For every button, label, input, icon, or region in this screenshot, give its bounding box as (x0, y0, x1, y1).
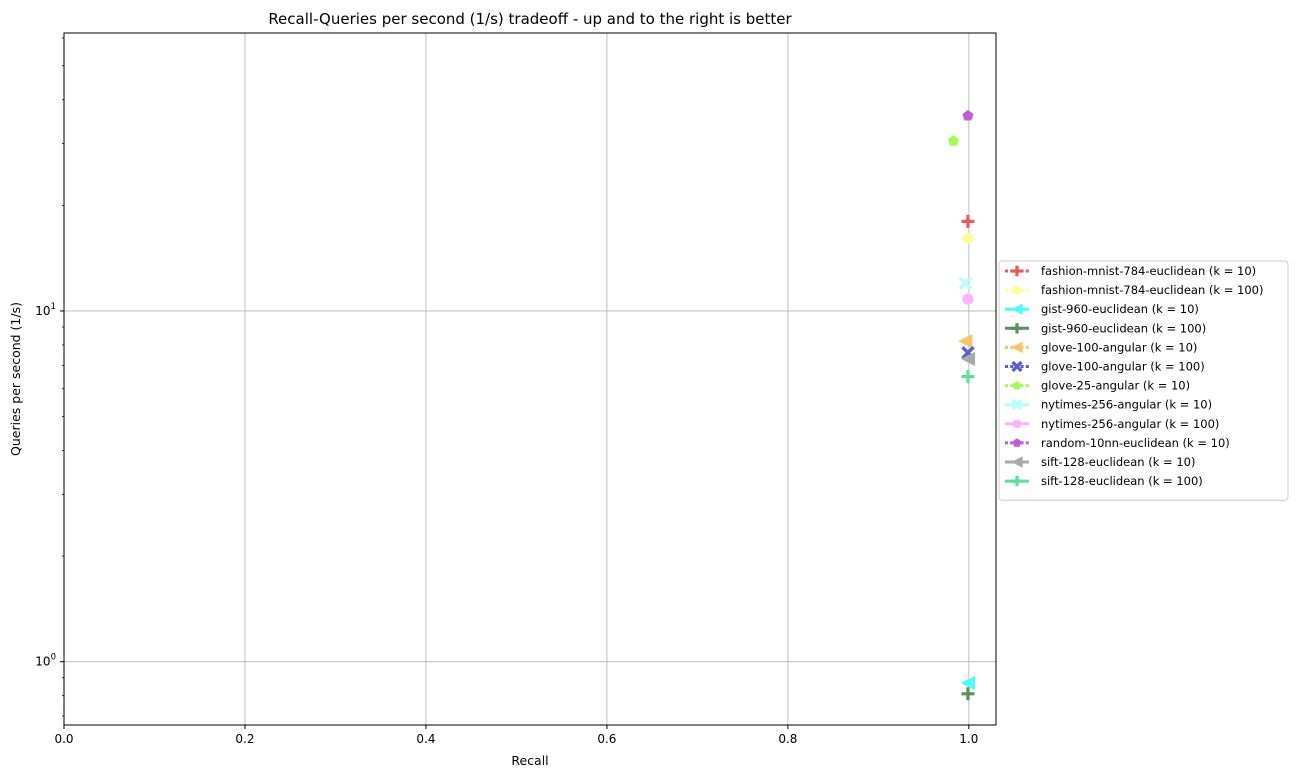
legend-frame (998, 260, 1289, 501)
legend-marker (1011, 303, 1023, 315)
legend-marker (1011, 456, 1023, 468)
plot-area-frame (63, 32, 997, 726)
legend-entry: fashion-mnist-784-euclidean (k = 10) (1005, 264, 1256, 278)
axis-ticks: 0.0 0.2 0.4 0.6 0.8 1.0 100 101 (35, 37, 978, 746)
legend-entry: nytimes-256-angular (k = 10) (1005, 398, 1212, 412)
data-marks (947, 110, 976, 701)
series-gist-960-euclidean-k-10 (960, 675, 976, 691)
data-point (960, 351, 976, 367)
legend-entry: nytimes-256-angular (k = 100) (1005, 417, 1219, 431)
series-glove-25-angular-k-10 (947, 135, 959, 146)
legend-entry: glove-100-angular (k = 10) (1005, 340, 1197, 354)
legend-label: gist-960-euclidean (k = 10) (1041, 302, 1199, 316)
legend-marker (1011, 341, 1023, 354)
legend-label: sift-128-euclidean (k = 10) (1041, 455, 1195, 469)
y-axis-label: Queries per second (1/s) (8, 302, 23, 456)
legend-marker (1011, 323, 1023, 334)
y-tick-label: 100 (35, 653, 56, 669)
x-tick-label: 0.6 (597, 732, 616, 746)
series-gist-960-euclidean-k-100 (961, 687, 975, 701)
legend-label: fashion-mnist-784-euclidean (k = 100) (1041, 283, 1263, 297)
legend-entry: gist-960-euclidean (k = 100) (1005, 321, 1206, 335)
series-sift-128-euclidean-k-10 (960, 351, 976, 367)
legend-entry: fashion-mnist-784-euclidean (k = 100) (1005, 283, 1263, 297)
legend-entry: sift-128-euclidean (k = 10) (1005, 455, 1195, 469)
x-axis-label: Recall (511, 753, 548, 768)
x-tick-label: 0.8 (778, 732, 797, 746)
series-fashion-mnist-784-euclidean-k-10 (961, 214, 975, 228)
legend-label: nytimes-256-angular (k = 100) (1041, 417, 1219, 431)
legend-label: gist-960-euclidean (k = 100) (1041, 321, 1206, 335)
legend-marker (1012, 438, 1022, 447)
data-point (962, 110, 974, 121)
x-tick-label: 0.4 (416, 732, 435, 746)
data-point (961, 214, 975, 228)
legend-label: sift-128-euclidean (k = 100) (1041, 474, 1203, 488)
legend-marker (1012, 285, 1022, 295)
legend-entry: glove-100-angular (k = 100) (1005, 360, 1205, 374)
legend-entry: sift-128-euclidean (k = 100) (1005, 474, 1203, 488)
series-fashion-mnist-784-euclidean-k-100 (962, 232, 974, 244)
chart-title: Recall-Queries per second (1/s) tradeoff… (268, 10, 792, 28)
x-tick-label: 0.2 (235, 732, 254, 746)
x-tick-label: 0.0 (54, 732, 73, 746)
legend-marker (1012, 380, 1022, 390)
legend-label: glove-25-angular (k = 10) (1041, 379, 1190, 393)
legend-label: random-10nn-euclidean (k = 10) (1041, 436, 1230, 450)
legend-label: glove-100-angular (k = 100) (1041, 360, 1205, 374)
legend-entry: random-10nn-euclidean (k = 10) (1005, 436, 1230, 450)
legend-label: fashion-mnist-784-euclidean (k = 10) (1041, 264, 1256, 278)
legend-marker (1011, 399, 1023, 411)
legend: fashion-mnist-784-euclidean (k = 10) fash… (998, 260, 1289, 501)
data-point (960, 675, 976, 691)
data-point (962, 293, 974, 305)
series-glove-100-angular-k-10 (958, 334, 973, 349)
legend-entry: glove-25-angular (k = 10) (1005, 379, 1190, 393)
series-random-10nn-euclidean-k-10 (962, 110, 974, 121)
legend-label: glove-100-angular (k = 10) (1041, 340, 1197, 354)
data-point (962, 232, 974, 244)
series-nytimes-256-angular-k-100 (962, 293, 974, 305)
data-point (958, 334, 973, 349)
series-sift-128-euclidean-k-100 (961, 370, 975, 384)
series-nytimes-256-angular-k-10 (958, 276, 972, 290)
data-point (961, 687, 975, 701)
data-point (961, 370, 975, 384)
x-tick-label: 1.0 (959, 732, 978, 746)
legend-marker (1011, 360, 1023, 373)
legend-entry: gist-960-euclidean (k = 10) (1005, 302, 1199, 316)
legend-marker (1012, 419, 1022, 429)
legend-marker (1011, 475, 1023, 487)
data-point (958, 276, 972, 290)
data-point (947, 135, 959, 146)
y-tick-label: 101 (35, 302, 56, 318)
legend-label: nytimes-256-angular (k = 10) (1041, 398, 1212, 412)
legend-marker (1011, 265, 1023, 277)
